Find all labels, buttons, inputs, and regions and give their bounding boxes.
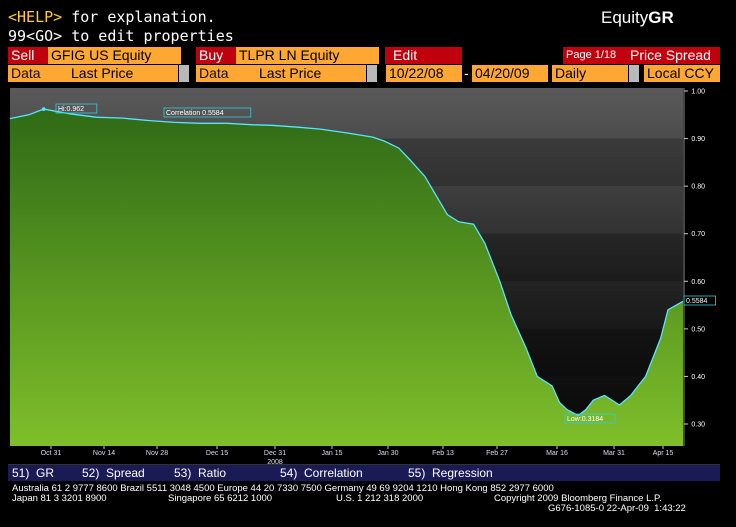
x-tick-label: Oct 31 [41, 450, 62, 457]
last-value-annotation: 0.5584 [686, 298, 708, 305]
menu-item-spread[interactable]: 52) Spread [82, 466, 145, 480]
field-1-dropdown[interactable] [179, 65, 189, 82]
x-tick-label: Feb 27 [486, 450, 508, 457]
y-tick-label: 1.00 [691, 89, 705, 96]
field-2-dropdown[interactable] [367, 65, 377, 82]
footer-us: U.S. 1 212 318 2000 [336, 493, 424, 504]
function-brand: EquityGR [601, 8, 674, 28]
end-date-field[interactable]: 04/20/09 [472, 65, 548, 82]
edit-button[interactable]: Edit [385, 47, 462, 64]
x-tick-label: Dec 15 [206, 450, 228, 457]
mode-label: Price Spread [627, 47, 720, 64]
buy-ticker-field[interactable]: TLPR LN Equity [236, 47, 379, 64]
sell-ticker-field[interactable]: GFIG US Equity [48, 47, 181, 64]
y-tick-label: 0.40 [691, 374, 705, 381]
menu-item-regression[interactable]: 55) Regression [408, 466, 493, 480]
y-tick-label: 0.50 [691, 326, 705, 333]
correlation-annotation: Correlation 0.5584 [166, 110, 224, 117]
period-dropdown[interactable] [629, 65, 639, 82]
footer-timestamp: G676-1085-0 22-Apr-09 1:43:22 [548, 503, 686, 514]
correlation-line [9, 108, 684, 417]
x-tick-label: Jan 30 [377, 450, 398, 457]
brand-prefix: Equity [601, 8, 649, 27]
hi-annotation-box [55, 103, 98, 114]
field-select-2[interactable]: Last Price [256, 65, 366, 82]
low-annotation-box [564, 413, 616, 424]
field-select-1[interactable]: Last Price [68, 65, 178, 82]
menu-item-ratio[interactable]: 53) Ratio [174, 466, 227, 480]
brand-suffix: GR [648, 8, 674, 27]
low-annotation: Low:0.3184 [567, 416, 603, 423]
buy-label: Buy [196, 47, 236, 64]
x-tick-label: Apr 15 [653, 450, 674, 457]
sell-label: Sell [8, 47, 48, 64]
date-separator: - [464, 65, 469, 81]
correlation-annotation-box [163, 107, 252, 118]
hi-annotation: Hi:0.962 [58, 106, 84, 113]
x-tick-label: Mar 31 [603, 450, 625, 457]
edit-properties-line: 99<GO> to edit properties [8, 27, 234, 45]
last-value-annotation-box [683, 295, 717, 306]
x-tick-label: Dec 31 [264, 450, 286, 457]
x-tick-label: Jan 15 [321, 450, 342, 457]
x-tick-label: Nov 28 [146, 450, 168, 457]
footer-copyright: Copyright 2009 Bloomberg Finance L.P. [494, 493, 662, 504]
x-tick-label: Nov 14 [93, 450, 115, 457]
footer-singapore: Singapore 65 6212 1000 [168, 493, 273, 504]
period-select[interactable]: Daily [552, 65, 628, 82]
x-tick-label: Feb 13 [432, 450, 454, 457]
correlation-chart[interactable]: 1.00 0.90 0.80 0.70 0.60 0.50 0.40 0.30 Oct 31 N… [0, 84, 736, 464]
chart-annotations: Hi:0.962 Correlation 0.5584 Low:0.3184 0.55… [41, 103, 717, 424]
y-tick-label: 0.30 [691, 422, 705, 429]
start-date-field[interactable]: 10/22/08 [386, 65, 462, 82]
menu-item-correlation[interactable]: 54) Correlation [280, 466, 363, 480]
help-key[interactable]: <HELP> [8, 8, 63, 26]
x-axis: Oct 31 Nov 14 Nov 28 Dec 15 Dec 31 Jan 15 Jan … [41, 446, 674, 464]
y-tick-label: 0.80 [691, 184, 705, 191]
data-label-1: Data [8, 65, 68, 82]
footer-phones-line1: Australia 61 2 9777 8600 Brazil 5511 304… [12, 483, 554, 494]
currency-select[interactable]: Local CCY [644, 65, 720, 82]
y-axis: 1.00 0.90 0.80 0.70 0.60 0.50 0.40 0.30 [683, 88, 705, 446]
correlation-area-fill [10, 109, 683, 446]
data-label-2: Data [196, 65, 256, 82]
y-tick-label: 0.60 [691, 279, 705, 286]
footer-japan: Japan 81 3 3201 8900 [12, 493, 107, 504]
page-indicator[interactable]: Page 1/18 [563, 47, 627, 64]
hi-marker [41, 107, 46, 111]
x-tick-label: Mar 16 [546, 450, 568, 457]
help-line: <HELP> for explanation. [8, 8, 216, 26]
help-text: for explanation. [62, 8, 216, 26]
y-tick-label: 0.70 [691, 231, 705, 238]
menu-item-gr[interactable]: 51) GR [12, 466, 55, 480]
function-menu: 51) GR 52) Spread 53) Ratio 54) Correlat… [8, 464, 720, 481]
year-label: 2008 [267, 459, 283, 464]
y-tick-label: 0.90 [691, 136, 705, 143]
